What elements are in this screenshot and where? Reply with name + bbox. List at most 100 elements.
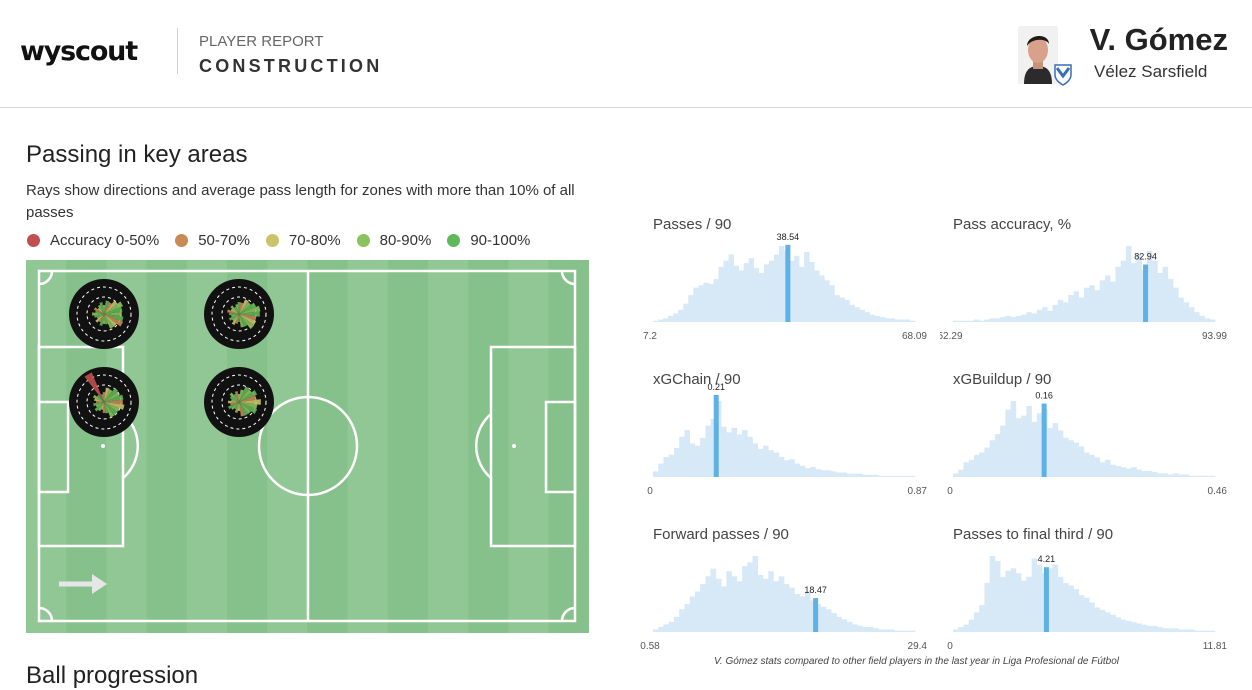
histogram-bar <box>1031 421 1038 477</box>
histogram-bar <box>668 621 675 632</box>
histogram-bar <box>773 452 780 477</box>
next-section-title: Ball progression <box>26 662 199 689</box>
pass-ray <box>95 314 104 323</box>
histogram-bar <box>994 434 1001 477</box>
highlight-value-label: 4.21 <box>1038 554 1056 564</box>
histogram-bar <box>1000 425 1006 477</box>
histogram-bar <box>742 430 748 477</box>
pass-ray <box>235 314 239 324</box>
legend-label: 50-70% <box>198 232 250 249</box>
histogram-bar <box>1099 609 1106 632</box>
histogram-bar <box>958 627 964 632</box>
histogram-bar <box>678 309 684 322</box>
histogram-bar <box>888 629 895 632</box>
histogram-bar <box>994 560 1001 632</box>
histogram-svg: 38.54 7.2 68.09 <box>643 232 927 340</box>
legend-dot <box>265 234 279 247</box>
pass-ray <box>239 314 255 330</box>
histogram-bar <box>673 313 679 322</box>
highlight-bar <box>1041 403 1047 477</box>
histogram-bar <box>778 456 785 477</box>
histogram-bar <box>794 463 801 477</box>
histogram-bar <box>799 266 805 322</box>
pass-ray <box>233 393 239 402</box>
histogram-bar <box>1199 315 1205 322</box>
histogram-bar <box>958 469 964 477</box>
histogram-bar <box>653 471 659 477</box>
histogram-bar <box>873 474 879 477</box>
histogram-bar <box>1031 313 1038 322</box>
histogram-bar <box>1188 629 1195 632</box>
histogram-bar <box>757 575 764 632</box>
histogram-bar <box>763 264 770 322</box>
histogram-bar <box>1152 625 1158 632</box>
legend-item: 70-80% <box>265 232 341 249</box>
histogram-bar <box>752 443 759 477</box>
histogram-bar <box>968 459 975 477</box>
axis-min-label: 0 <box>647 486 653 495</box>
histogram-bar <box>1047 427 1053 477</box>
histogram-bar <box>710 568 717 632</box>
histogram-bar <box>658 626 664 632</box>
histogram-bar <box>979 452 985 477</box>
histogram-bar <box>836 472 842 477</box>
histogram-bar <box>1131 622 1137 632</box>
histogram-bar <box>1078 446 1085 477</box>
histogram-bar <box>684 430 690 477</box>
pass-ray <box>104 399 123 405</box>
pass-ray <box>104 306 123 314</box>
histogram-bar <box>1136 623 1142 632</box>
histogram-bar <box>758 272 765 322</box>
stats-panel: Passes / 90 38.54 7.2 68.09 Pass accuracy,… <box>640 200 1240 660</box>
histogram-bar <box>904 630 911 632</box>
pass-ray <box>98 314 104 323</box>
highlight-value-label: 0.21 <box>707 382 725 392</box>
histogram-bar <box>1005 315 1011 322</box>
wyscout-logo[interactable]: wyscout <box>20 36 138 67</box>
pass-ray <box>95 402 104 408</box>
histogram-bar <box>1204 475 1211 477</box>
pass-ray <box>239 314 257 321</box>
pass-ray <box>96 401 104 403</box>
pass-ray <box>93 307 104 314</box>
pass-ray <box>239 302 251 314</box>
histogram-bar <box>747 436 753 477</box>
accuracy-legend: Accuracy 0-50% 50-70% 70-80% 80-90% 90-1… <box>27 232 546 249</box>
histogram-bar <box>1162 266 1169 322</box>
pass-ray <box>99 314 104 326</box>
histogram-bar <box>1141 470 1148 477</box>
histogram-bar <box>1178 474 1184 477</box>
pass-ray <box>96 314 104 319</box>
histogram-bar <box>867 474 874 477</box>
pass-ray <box>94 398 104 402</box>
histogram-bar <box>831 613 837 632</box>
histogram-bar <box>723 260 729 322</box>
histogram-bar <box>874 315 881 322</box>
stat-title: xGChain / 90 <box>653 371 741 388</box>
pass-ray <box>104 300 118 314</box>
pass-ray <box>102 402 106 413</box>
histogram-bar <box>673 447 680 477</box>
axis-min-label: 7.2 <box>643 331 657 340</box>
histogram-bar <box>1000 317 1006 322</box>
histogram-bar <box>705 425 711 477</box>
histogram-bar <box>825 470 832 477</box>
histogram-bar <box>836 616 842 632</box>
histogram-bar <box>841 472 848 477</box>
histogram-bar <box>862 474 869 477</box>
histogram-bar <box>909 475 916 477</box>
pass-ray <box>238 314 240 322</box>
histogram-bar <box>973 454 980 477</box>
highlight-value-label: 18.47 <box>804 585 827 595</box>
histogram-bar <box>859 309 865 322</box>
histogram-bar <box>994 318 1001 322</box>
histogram-bar <box>1157 627 1163 632</box>
pass-ray <box>104 300 110 314</box>
pass-ray <box>239 389 252 402</box>
histogram-bar <box>904 475 911 477</box>
pass-ray <box>104 314 114 329</box>
axis-min-label: 0.58 <box>640 641 660 650</box>
pass-ray <box>239 311 260 317</box>
histogram-bar <box>1010 401 1017 477</box>
histogram-bar <box>1162 628 1169 632</box>
